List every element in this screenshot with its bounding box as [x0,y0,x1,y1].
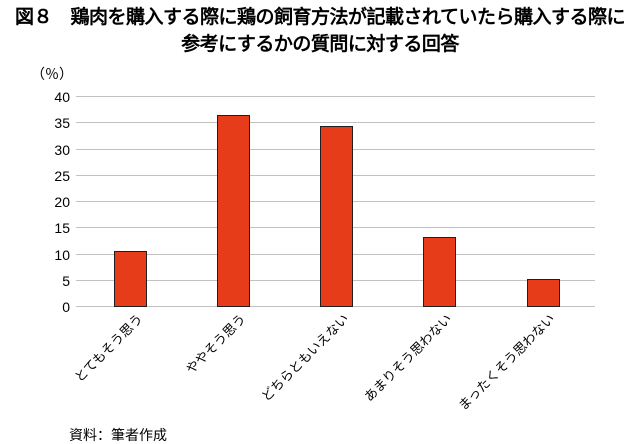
x-category-label-4: あまりそう思わない [361,311,455,405]
y-tick-label-35: 35 [54,115,70,132]
x-category-label-3: どちらともいえない [258,311,352,405]
grid-line-y40 [76,96,595,97]
y-axis-unit-label: （％） [31,66,73,82]
bar-3 [320,126,354,307]
chart-title: 図８ 鶏肉を購入する際に鶏の飼育方法が記載されていたら購入する際に 参考にするか… [0,4,640,58]
bar-5 [526,279,560,307]
chart-title-line1: 図８ 鶏肉を購入する際に鶏の飼育方法が記載されていたら購入する際に [15,7,625,28]
y-tick-label-5: 5 [62,272,70,289]
x-category-label-5: まったくそう思わない [455,311,558,414]
y-tick-label-30: 30 [54,141,70,158]
source-note: 資料：筆者作成 [69,427,167,443]
y-tick-label-25: 25 [54,167,70,184]
y-tick-label-0: 0 [62,299,70,315]
bar-2 [217,114,251,307]
plot-area: （％） 0 5 10 15 20 25 30 35 40 とてもそう思う ややそう思う どちらともいえ… [31,66,595,413]
y-tick-label-20: 20 [54,194,70,210]
bar-1 [114,251,147,307]
y-tick-label-10: 10 [54,246,70,263]
grid-line-y35 [76,122,595,124]
chart-title-line2: 参考にするかの質問に対する回答 [181,34,459,55]
y-tick-label-15: 15 [54,220,70,237]
y-tick-label-40: 40 [54,89,70,105]
bar-4 [423,237,457,307]
